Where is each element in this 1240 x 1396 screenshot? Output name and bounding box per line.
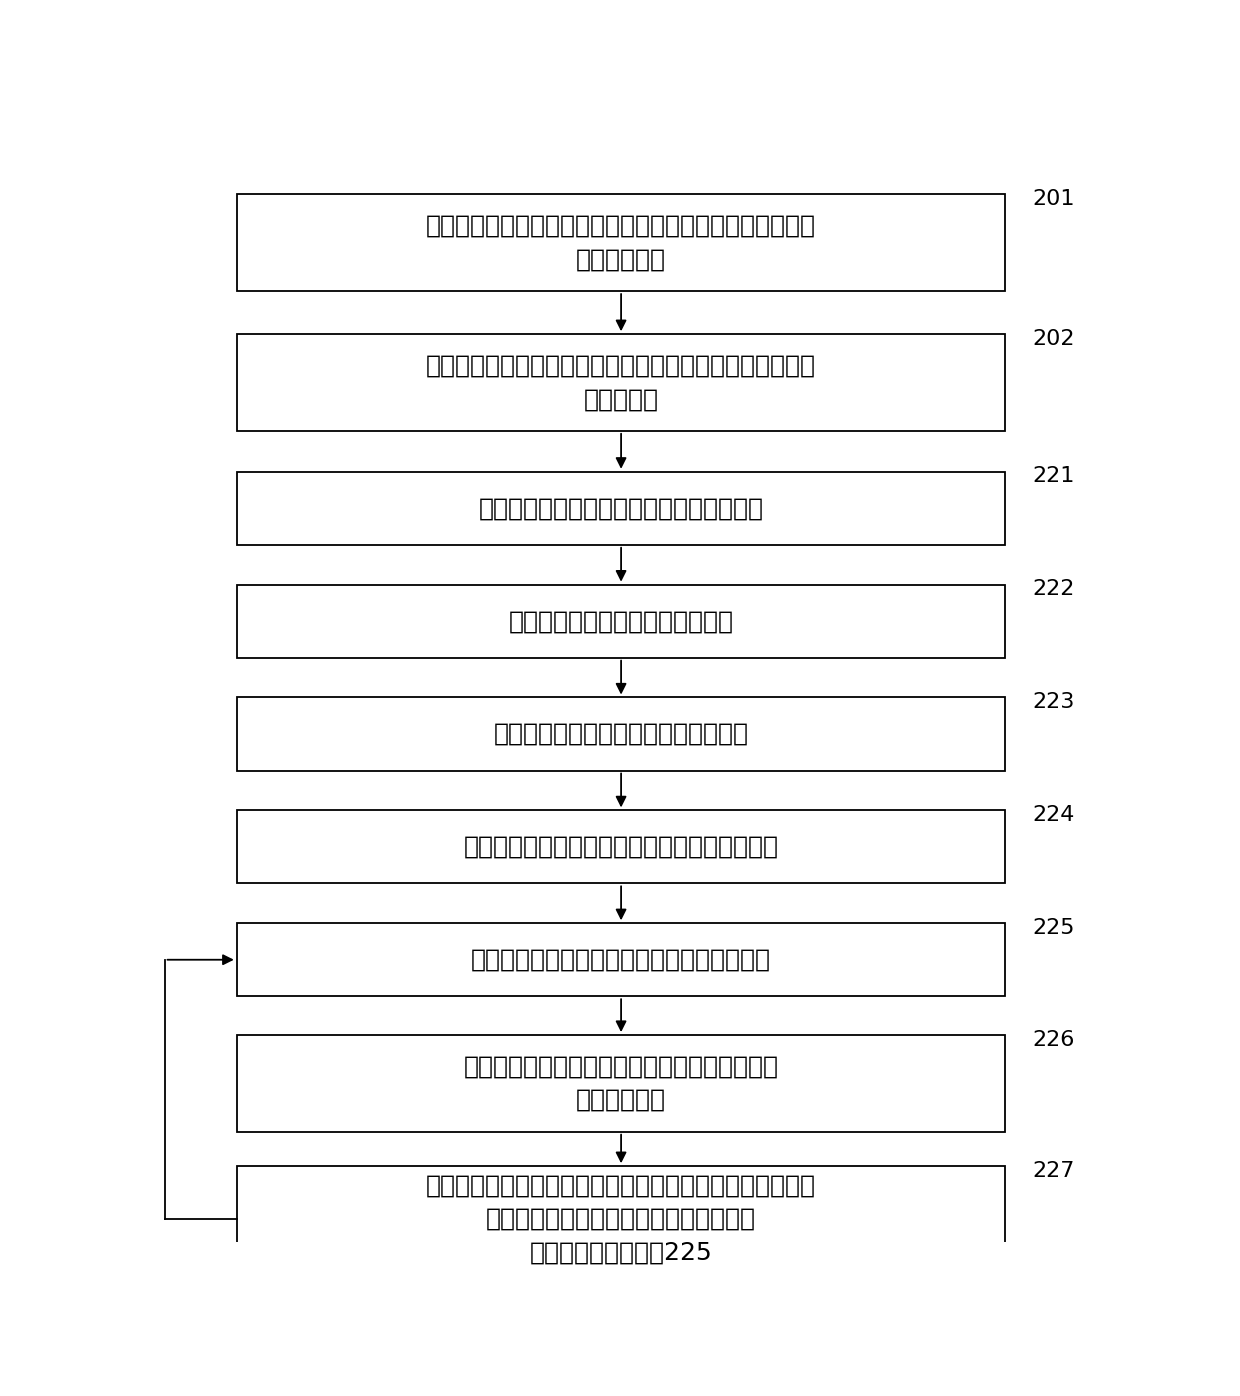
Text: 225: 225 (1033, 917, 1075, 938)
Text: 所述启动拍摄装置启动后，启动拍摄线程，或启动拍摄线程
和后台线程: 所述启动拍摄装置启动后，启动拍摄线程，或启动拍摄线程 和后台线程 (427, 353, 816, 412)
Text: 动后台线程或调用已启动的后台线程，将所述内置相机所拍
的图像数据传给所述后台线程进行保存，
本拍摄线程返回步骤225: 动后台线程或调用已启动的后台线程，将所述内置相机所拍 的图像数据传给所述后台线程… (427, 1173, 816, 1265)
Text: 223: 223 (1033, 692, 1075, 712)
Text: 在便携数据处理设备的锁屏上创建用于启动所述启动拍摄装
置的快捷图标: 在便携数据处理设备的锁屏上创建用于启动所述启动拍摄装 置的快捷图标 (427, 214, 816, 271)
Text: 222: 222 (1033, 579, 1075, 599)
Text: 221: 221 (1033, 466, 1075, 486)
Bar (237, 698, 1006, 771)
Bar (237, 923, 1006, 997)
Text: 202: 202 (1033, 328, 1075, 349)
Text: 检测拍摄指令，在检测到拍摄指令后向内置相机
发送拍摄信号: 检测拍摄指令，在检测到拍摄指令后向内置相机 发送拍摄信号 (464, 1054, 779, 1113)
Text: 224: 224 (1033, 805, 1075, 825)
Bar (237, 334, 1006, 431)
Text: 将所述内置相机的焦距设置为预定焦距: 将所述内置相机的焦距设置为预定焦距 (494, 722, 749, 745)
Text: 在便携数据处理设备的屏幕上创建一个窗口: 在便携数据处理设备的屏幕上创建一个窗口 (479, 496, 764, 521)
Text: 将所述内置相机的取景器和所述创建的窗口关联: 将所述内置相机的取景器和所述创建的窗口关联 (464, 835, 779, 859)
Bar (237, 1034, 1006, 1132)
Bar (237, 810, 1006, 884)
Bar (237, 472, 1006, 544)
Text: 打开便携数据处理设备的内置相机: 打开便携数据处理设备的内置相机 (508, 609, 734, 634)
Text: 启动所述内置相机的取景器，显示取景器图像: 启动所述内置相机的取景器，显示取景器图像 (471, 948, 771, 972)
Bar (237, 194, 1006, 292)
Bar (237, 585, 1006, 658)
Text: 226: 226 (1033, 1030, 1075, 1050)
Text: 201: 201 (1033, 188, 1075, 209)
Text: 227: 227 (1033, 1160, 1075, 1181)
Bar (237, 1166, 1006, 1272)
